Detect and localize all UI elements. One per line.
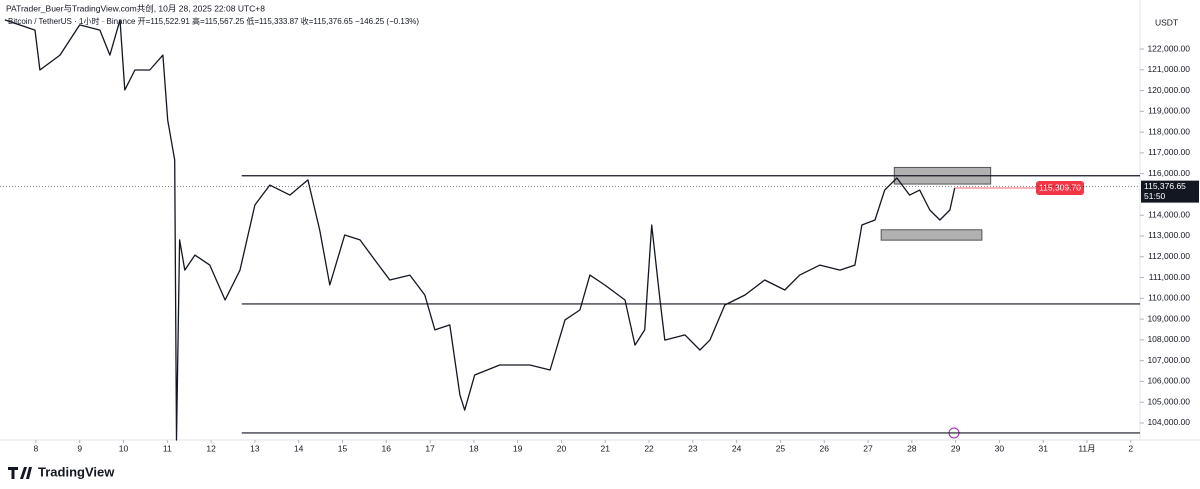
x-tick-label: 15 bbox=[338, 443, 348, 453]
alert-badge bbox=[1036, 181, 1084, 196]
last-price-label: 115,376.65 bbox=[1144, 181, 1186, 191]
y-tick-label: 122,000.00 bbox=[1147, 43, 1190, 53]
y-tick-label: 119,000.00 bbox=[1148, 106, 1190, 116]
x-tick-label: 12 bbox=[206, 443, 216, 453]
chart-title: PATrader_Buer与TradingView.com共创, 10月 28,… bbox=[6, 3, 265, 13]
alert-label: 115,309.70 bbox=[1039, 182, 1081, 192]
y-tick-label: 111,000.00 bbox=[1149, 272, 1191, 282]
x-tick-label: 28 bbox=[907, 443, 917, 453]
y-tick-label: 104,000.00 bbox=[1147, 417, 1190, 427]
zone bbox=[880, 229, 983, 241]
x-tick-label: 21 bbox=[601, 443, 611, 453]
currency: USDT bbox=[1155, 17, 1178, 27]
y-tick-label: 118,000.00 bbox=[1148, 126, 1190, 136]
x-tick-label: 27 bbox=[863, 443, 873, 453]
x-tick-label: 20 bbox=[557, 443, 567, 453]
y-tick-label: 121,000.00 bbox=[1147, 64, 1190, 74]
x-tick-label: 14 bbox=[294, 443, 304, 453]
brand: TradingView bbox=[38, 464, 115, 479]
price-line bbox=[4, 19, 956, 441]
x-tick-label: 26 bbox=[819, 443, 829, 453]
x-tick-label: 16 bbox=[382, 443, 392, 453]
y-tick-label: 109,000.00 bbox=[1147, 313, 1190, 323]
x-tick-label: 2 bbox=[1128, 443, 1133, 453]
y-tick-label: 107,000.00 bbox=[1147, 355, 1190, 365]
y-tick-label: 106,000.00 bbox=[1147, 376, 1190, 386]
y-tick-label: 116,000.00 bbox=[1148, 168, 1190, 178]
x-tick-label: 31 bbox=[1038, 443, 1048, 453]
y-tick-label: 108,000.00 bbox=[1147, 334, 1190, 344]
x-tick-label: 11月 bbox=[1078, 443, 1095, 453]
x-tick-label: 10 bbox=[119, 443, 129, 453]
countdown: 51:50 bbox=[1144, 191, 1166, 201]
x-tick-label: 24 bbox=[732, 443, 742, 453]
legend: Bitcoin / TetherUS · 1小时 · Binance 开=115… bbox=[8, 16, 419, 26]
x-tick-label: 29 bbox=[951, 443, 961, 453]
x-tick-label: 23 bbox=[688, 443, 698, 453]
y-tick-label: 117,000.00 bbox=[1148, 147, 1190, 157]
x-tick-label: 17 bbox=[425, 443, 435, 453]
x-tick-label: 11 bbox=[163, 443, 172, 453]
x-tick-label: 18 bbox=[469, 443, 479, 453]
logo-icon bbox=[8, 467, 32, 479]
x-tick-label: 30 bbox=[995, 443, 1005, 453]
x-tick-label: 9 bbox=[77, 443, 82, 453]
x-tick-label: 25 bbox=[776, 443, 786, 453]
y-tick-label: 110,000.00 bbox=[1148, 293, 1190, 303]
y-tick-label: 113,000.00 bbox=[1148, 230, 1190, 240]
y-tick-label: 120,000.00 bbox=[1147, 85, 1190, 95]
x-tick-label: 19 bbox=[513, 443, 523, 453]
y-tick-label: 105,000.00 bbox=[1147, 396, 1190, 406]
y-tick-label: 114,000.00 bbox=[1148, 209, 1190, 219]
x-tick-label: 22 bbox=[644, 443, 654, 453]
y-tick-label: 112,000.00 bbox=[1148, 251, 1190, 261]
x-tick-label: 13 bbox=[250, 443, 260, 453]
x-tick-label: 8 bbox=[34, 443, 39, 453]
last-price-badge bbox=[1141, 180, 1199, 203]
